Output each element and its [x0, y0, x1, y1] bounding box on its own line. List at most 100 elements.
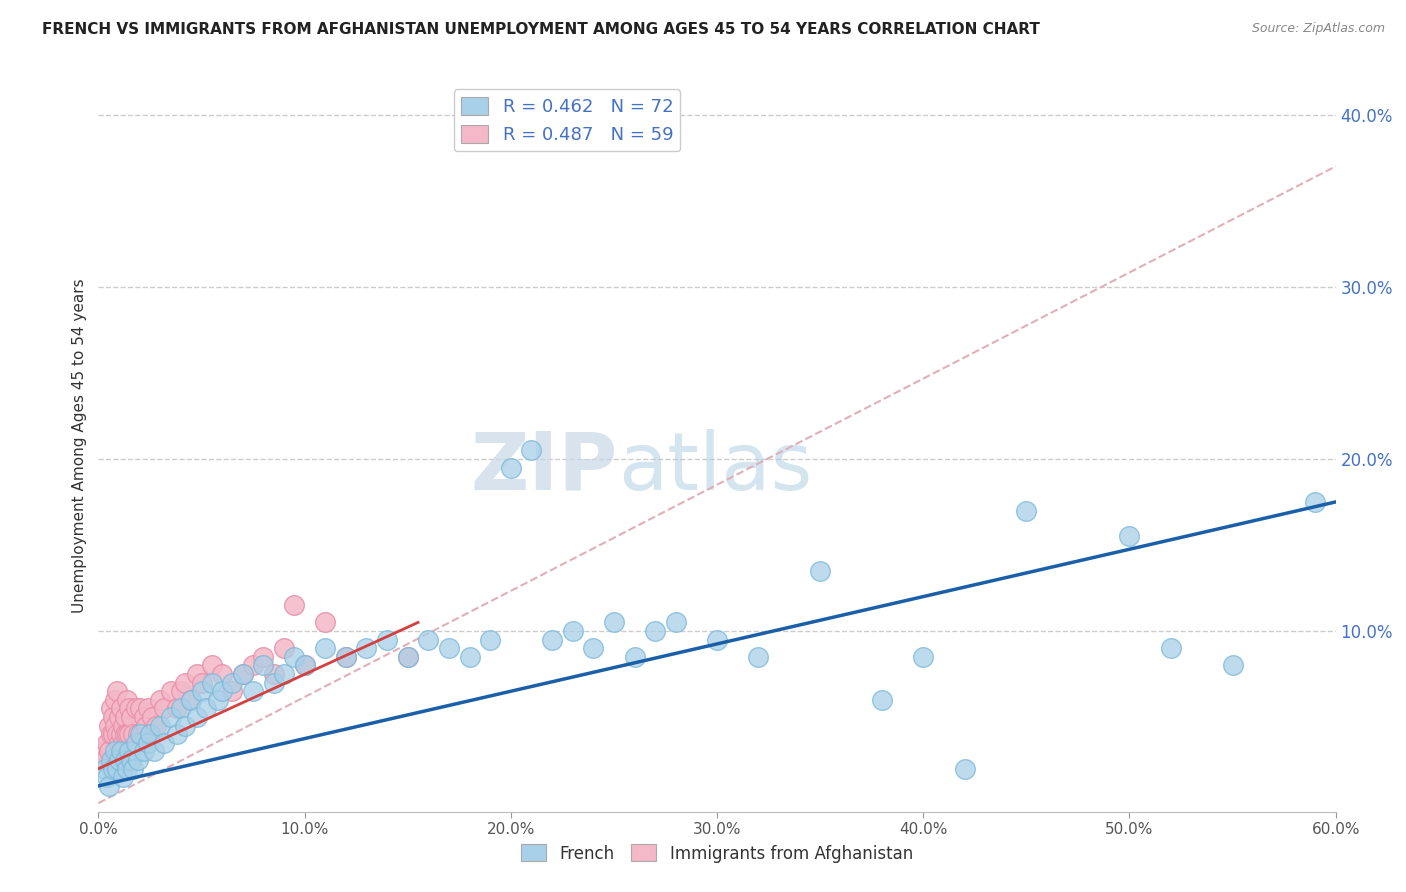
- Point: [105, 684, 128, 698]
- Point: [117, 762, 139, 776]
- Point: [96, 770, 118, 784]
- Point: [100, 753, 122, 767]
- Point: [96, 736, 118, 750]
- Point: [314, 641, 336, 656]
- Point: [97, 719, 120, 733]
- Point: [128, 701, 150, 715]
- Point: [118, 701, 141, 715]
- Point: [211, 667, 233, 681]
- Point: [252, 649, 274, 664]
- Point: [124, 701, 146, 715]
- Point: [912, 649, 935, 664]
- Point: [520, 443, 543, 458]
- Point: [139, 727, 162, 741]
- Point: [153, 736, 176, 750]
- Text: atlas: atlas: [619, 429, 813, 507]
- Point: [283, 598, 305, 612]
- Point: [186, 667, 208, 681]
- Point: [294, 658, 316, 673]
- Point: [127, 753, 149, 767]
- Point: [110, 701, 132, 715]
- Point: [211, 684, 233, 698]
- Point: [159, 710, 181, 724]
- Point: [128, 727, 150, 741]
- Point: [582, 641, 605, 656]
- Point: [114, 727, 136, 741]
- Point: [149, 719, 172, 733]
- Point: [118, 727, 141, 741]
- Point: [263, 675, 285, 690]
- Point: [101, 727, 124, 741]
- Point: [97, 779, 120, 793]
- Text: FRENCH VS IMMIGRANTS FROM AFGHANISTAN UNEMPLOYMENT AMONG AGES 45 TO 54 YEARS COR: FRENCH VS IMMIGRANTS FROM AFGHANISTAN UN…: [42, 22, 1040, 37]
- Point: [100, 701, 122, 715]
- Y-axis label: Unemployment Among Ages 45 to 54 years: Unemployment Among Ages 45 to 54 years: [72, 278, 87, 614]
- Point: [122, 727, 145, 741]
- Point: [108, 753, 131, 767]
- Point: [104, 744, 127, 758]
- Point: [112, 719, 135, 733]
- Point: [665, 615, 688, 630]
- Point: [190, 675, 212, 690]
- Point: [201, 658, 224, 673]
- Point: [149, 693, 172, 707]
- Point: [117, 727, 139, 741]
- Point: [127, 727, 149, 741]
- Point: [1222, 658, 1244, 673]
- Point: [97, 744, 120, 758]
- Point: [232, 667, 254, 681]
- Point: [1303, 495, 1326, 509]
- Point: [437, 641, 460, 656]
- Point: [101, 710, 124, 724]
- Point: [644, 624, 666, 638]
- Point: [561, 624, 583, 638]
- Point: [105, 727, 128, 741]
- Point: [112, 736, 135, 750]
- Point: [283, 649, 305, 664]
- Point: [314, 615, 336, 630]
- Text: Source: ZipAtlas.com: Source: ZipAtlas.com: [1251, 22, 1385, 36]
- Point: [396, 649, 419, 664]
- Point: [91, 744, 114, 758]
- Point: [603, 615, 626, 630]
- Point: [131, 727, 153, 741]
- Point: [104, 719, 127, 733]
- Point: [105, 762, 128, 776]
- Point: [110, 744, 132, 758]
- Point: [132, 710, 155, 724]
- Point: [263, 667, 285, 681]
- Point: [135, 719, 157, 733]
- Point: [335, 649, 357, 664]
- Point: [120, 710, 142, 724]
- Point: [870, 693, 893, 707]
- Point: [174, 675, 197, 690]
- Point: [186, 710, 208, 724]
- Point: [143, 744, 166, 758]
- Point: [242, 658, 264, 673]
- Text: ZIP: ZIP: [471, 429, 619, 507]
- Point: [623, 649, 645, 664]
- Point: [953, 762, 976, 776]
- Point: [93, 753, 115, 767]
- Point: [190, 684, 212, 698]
- Point: [375, 632, 398, 647]
- Point: [499, 460, 522, 475]
- Point: [180, 693, 202, 707]
- Point: [159, 684, 181, 698]
- Point: [139, 727, 162, 741]
- Point: [145, 719, 167, 733]
- Point: [335, 649, 357, 664]
- Point: [170, 701, 193, 715]
- Point: [479, 632, 502, 647]
- Point: [120, 753, 142, 767]
- Point: [136, 701, 159, 715]
- Point: [541, 632, 564, 647]
- Point: [356, 641, 378, 656]
- Point: [100, 727, 122, 741]
- Point: [1015, 503, 1038, 517]
- Point: [153, 701, 176, 715]
- Point: [170, 684, 193, 698]
- Point: [1118, 529, 1140, 543]
- Point: [114, 753, 136, 767]
- Point: [132, 744, 155, 758]
